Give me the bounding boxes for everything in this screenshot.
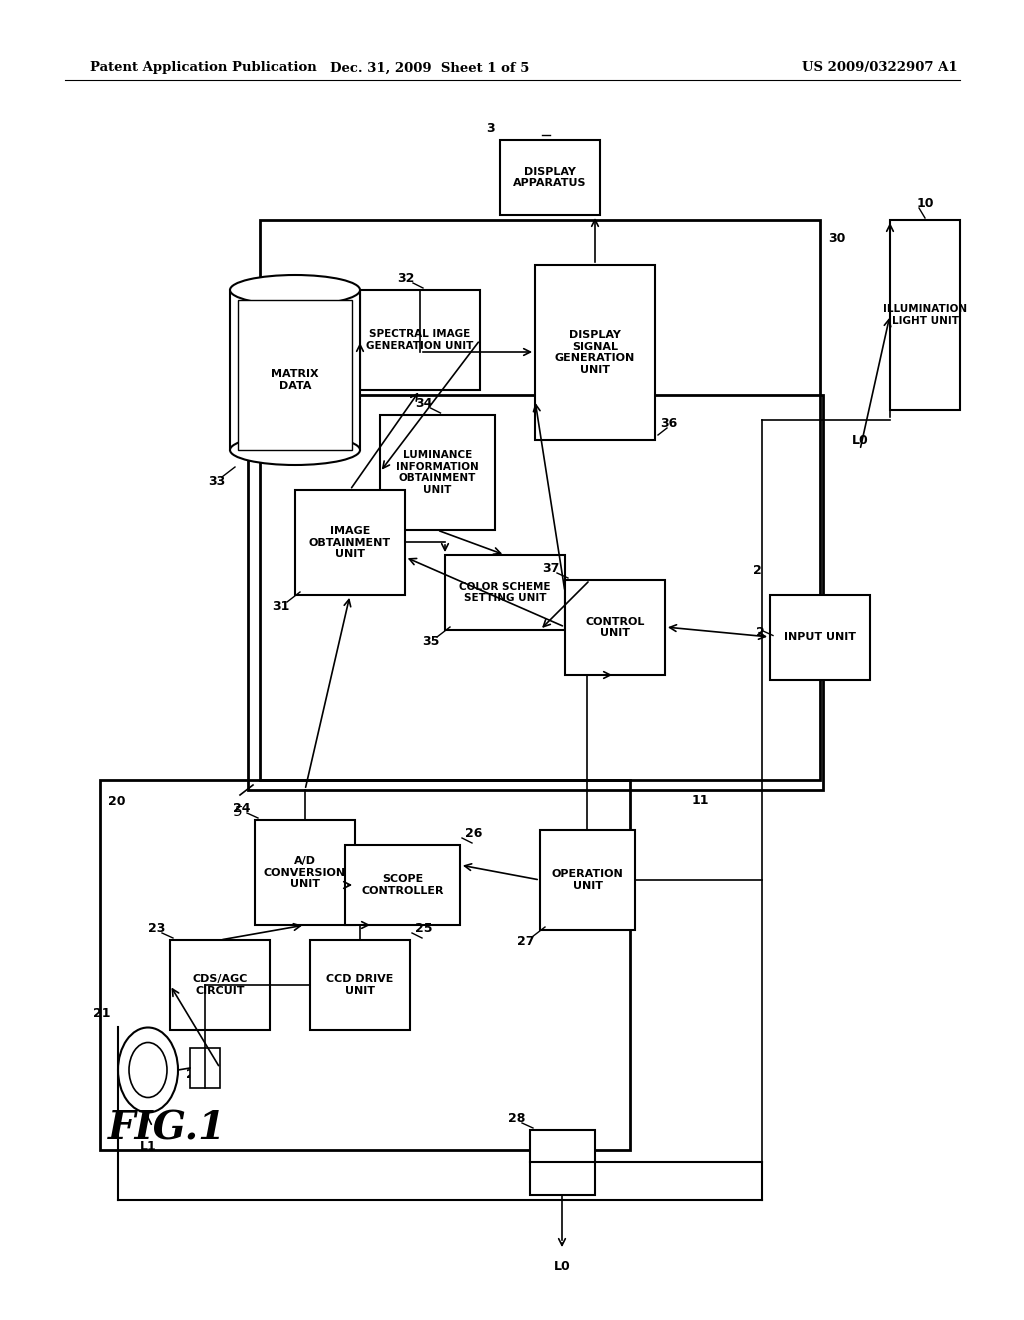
Text: 2: 2: [754, 564, 762, 577]
Text: Patent Application Publication: Patent Application Publication: [90, 62, 316, 74]
Bar: [890, 220, 961, 411]
Bar: [310, 940, 410, 1030]
Text: IMAGE
OBTAINMENT
UNIT: IMAGE OBTAINMENT UNIT: [309, 525, 391, 560]
Text: 34: 34: [415, 397, 432, 411]
Text: LUMINANCE
INFORMATION
OBTAINMENT
UNIT: LUMINANCE INFORMATION OBTAINMENT UNIT: [396, 450, 479, 495]
Text: CDS/AGC
CIRCUIT: CDS/AGC CIRCUIT: [193, 974, 248, 995]
Bar: [255, 820, 355, 925]
Bar: [445, 554, 565, 630]
Text: 10: 10: [916, 197, 934, 210]
Text: L0: L0: [554, 1261, 570, 1272]
Text: FIG.1: FIG.1: [108, 1110, 226, 1148]
Text: 11: 11: [691, 793, 709, 807]
Ellipse shape: [118, 1027, 178, 1113]
Text: DISPLAY
APPARATUS: DISPLAY APPARATUS: [513, 166, 587, 189]
Text: 31: 31: [272, 601, 290, 612]
Text: US 2009/0322907 A1: US 2009/0322907 A1: [802, 62, 957, 74]
Text: 3: 3: [486, 121, 495, 135]
Bar: [100, 780, 630, 1150]
Bar: [530, 1130, 595, 1195]
Bar: [380, 414, 495, 531]
Text: 23: 23: [147, 921, 165, 935]
Text: MATRIX
DATA: MATRIX DATA: [271, 370, 318, 391]
Text: 25: 25: [415, 921, 432, 935]
Text: 22: 22: [186, 1068, 204, 1081]
Text: 24: 24: [232, 803, 250, 814]
Ellipse shape: [230, 275, 360, 305]
Text: 27: 27: [517, 935, 535, 948]
Bar: [565, 579, 665, 675]
Text: CCD DRIVE
UNIT: CCD DRIVE UNIT: [327, 974, 393, 995]
Text: 5: 5: [234, 805, 243, 818]
Bar: [295, 490, 406, 595]
Ellipse shape: [230, 436, 360, 465]
Bar: [345, 845, 460, 925]
Bar: [260, 220, 820, 780]
Text: 30: 30: [828, 232, 846, 246]
Bar: [360, 290, 480, 389]
Text: DISPLAY
SIGNAL
GENERATION
UNIT: DISPLAY SIGNAL GENERATION UNIT: [555, 330, 635, 375]
Bar: [238, 300, 352, 450]
Bar: [190, 1048, 220, 1088]
Text: OPERATION
UNIT: OPERATION UNIT: [552, 869, 624, 891]
Text: 37: 37: [543, 562, 560, 576]
Text: COLOR SCHEME
SETTING UNIT: COLOR SCHEME SETTING UNIT: [459, 582, 551, 603]
Text: L0: L0: [852, 433, 868, 446]
Text: 20: 20: [108, 795, 126, 808]
Text: 35: 35: [423, 635, 440, 648]
Text: INPUT UNIT: INPUT UNIT: [784, 632, 856, 643]
Bar: [540, 830, 635, 931]
Bar: [535, 265, 655, 440]
Text: ILLUMINATION
LIGHT UNIT: ILLUMINATION LIGHT UNIT: [883, 304, 967, 326]
Text: 21: 21: [92, 1007, 110, 1020]
Text: 28: 28: [508, 1111, 525, 1125]
Text: A/D
CONVERSION
UNIT: A/D CONVERSION UNIT: [264, 855, 346, 890]
Bar: [248, 395, 823, 789]
Text: Dec. 31, 2009  Sheet 1 of 5: Dec. 31, 2009 Sheet 1 of 5: [331, 62, 529, 74]
Bar: [500, 140, 600, 215]
Text: L1: L1: [139, 1140, 157, 1152]
Text: 36: 36: [660, 417, 677, 430]
Bar: [770, 595, 870, 680]
Text: CONTROL
UNIT: CONTROL UNIT: [586, 616, 645, 639]
Ellipse shape: [129, 1043, 167, 1097]
Text: 32: 32: [397, 272, 415, 285]
Text: SPECTRAL IMAGE
GENERATION UNIT: SPECTRAL IMAGE GENERATION UNIT: [367, 329, 474, 351]
Text: 33: 33: [208, 475, 225, 488]
Text: SCOPE
CONTROLLER: SCOPE CONTROLLER: [361, 874, 443, 896]
Text: 26: 26: [465, 828, 482, 840]
Bar: [230, 290, 360, 450]
Bar: [170, 940, 270, 1030]
Text: 2: 2: [757, 626, 765, 639]
